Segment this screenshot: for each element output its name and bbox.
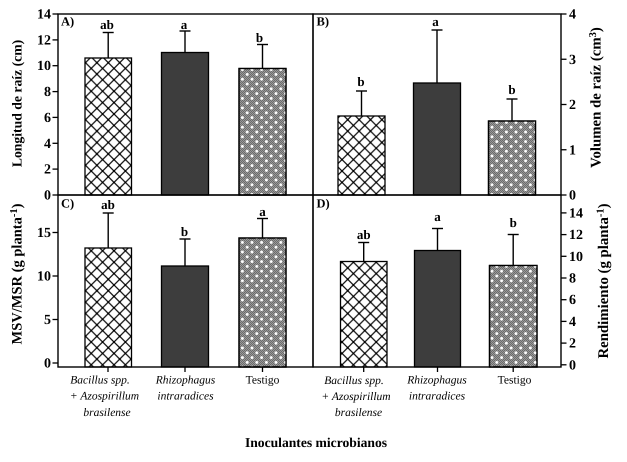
svg-text:15: 15 <box>37 226 51 241</box>
svg-text:intraradices: intraradices <box>409 391 466 403</box>
svg-text:a: a <box>259 204 266 219</box>
svg-text:6: 6 <box>44 111 51 126</box>
svg-text:A): A) <box>61 15 74 29</box>
svg-text:b: b <box>181 224 188 239</box>
svg-text:ab: ab <box>101 197 115 212</box>
svg-text:12: 12 <box>37 33 51 48</box>
svg-text:B): B) <box>317 15 330 29</box>
svg-text:2: 2 <box>44 163 51 178</box>
svg-text:b: b <box>357 74 364 89</box>
svg-text:Rhizophagus: Rhizophagus <box>406 375 467 387</box>
svg-text:ab: ab <box>100 17 114 32</box>
svg-text:b: b <box>510 215 517 230</box>
svg-text:0: 0 <box>44 357 51 372</box>
svg-text:14: 14 <box>569 206 583 221</box>
svg-text:Volumen de raíz (cm3): Volumen de raíz (cm3) <box>588 27 605 168</box>
svg-text:0: 0 <box>569 358 576 373</box>
svg-text:2: 2 <box>569 98 576 113</box>
svg-text:a: a <box>181 17 188 32</box>
svg-text:Rendimiento (g planta-1): Rendimiento (g planta-1) <box>596 203 613 358</box>
svg-text:brasilense: brasilense <box>335 407 382 419</box>
svg-text:+ Azospirillum: + Azospirillum <box>70 391 139 403</box>
svg-text:Testigo: Testigo <box>246 375 280 387</box>
svg-text:4: 4 <box>569 315 576 330</box>
svg-text:4: 4 <box>569 8 576 23</box>
svg-text:brasilense: brasilense <box>83 407 130 419</box>
svg-text:6: 6 <box>569 293 576 308</box>
svg-text:intraradices: intraradices <box>157 391 214 403</box>
svg-text:Bacillus spp.: Bacillus spp. <box>70 375 129 387</box>
svg-text:+ Azospirillum: + Azospirillum <box>321 391 390 403</box>
svg-text:4: 4 <box>44 137 51 152</box>
svg-text:b: b <box>256 30 263 45</box>
svg-text:5: 5 <box>44 313 51 328</box>
svg-text:1: 1 <box>569 143 576 158</box>
svg-text:0: 0 <box>44 189 51 204</box>
svg-text:3: 3 <box>569 53 576 68</box>
svg-text:8: 8 <box>44 85 51 100</box>
svg-text:C): C) <box>61 197 74 211</box>
svg-text:MSV/MSR (g planta-1): MSV/MSR (g planta-1) <box>9 203 26 344</box>
svg-text:Testigo: Testigo <box>498 375 532 387</box>
svg-text:D): D) <box>317 197 330 211</box>
svg-text:8: 8 <box>569 272 576 287</box>
svg-text:ab: ab <box>357 227 371 242</box>
svg-text:10: 10 <box>37 59 51 74</box>
svg-text:10: 10 <box>569 250 583 265</box>
svg-text:Rhizophagus: Rhizophagus <box>155 375 216 387</box>
svg-text:a: a <box>434 209 441 224</box>
svg-text:Inoculantes microbianos: Inoculantes microbianos <box>245 435 387 450</box>
svg-text:12: 12 <box>569 228 583 243</box>
svg-text:Longitud de raíz (cm): Longitud de raíz (cm) <box>10 40 26 167</box>
svg-text:14: 14 <box>37 8 51 23</box>
svg-text:2: 2 <box>569 337 576 352</box>
svg-text:a: a <box>432 14 439 29</box>
svg-text:Bacillus spp.: Bacillus spp. <box>324 375 383 387</box>
svg-text:10: 10 <box>37 270 51 285</box>
svg-text:b: b <box>508 82 515 97</box>
svg-text:0: 0 <box>569 189 576 204</box>
